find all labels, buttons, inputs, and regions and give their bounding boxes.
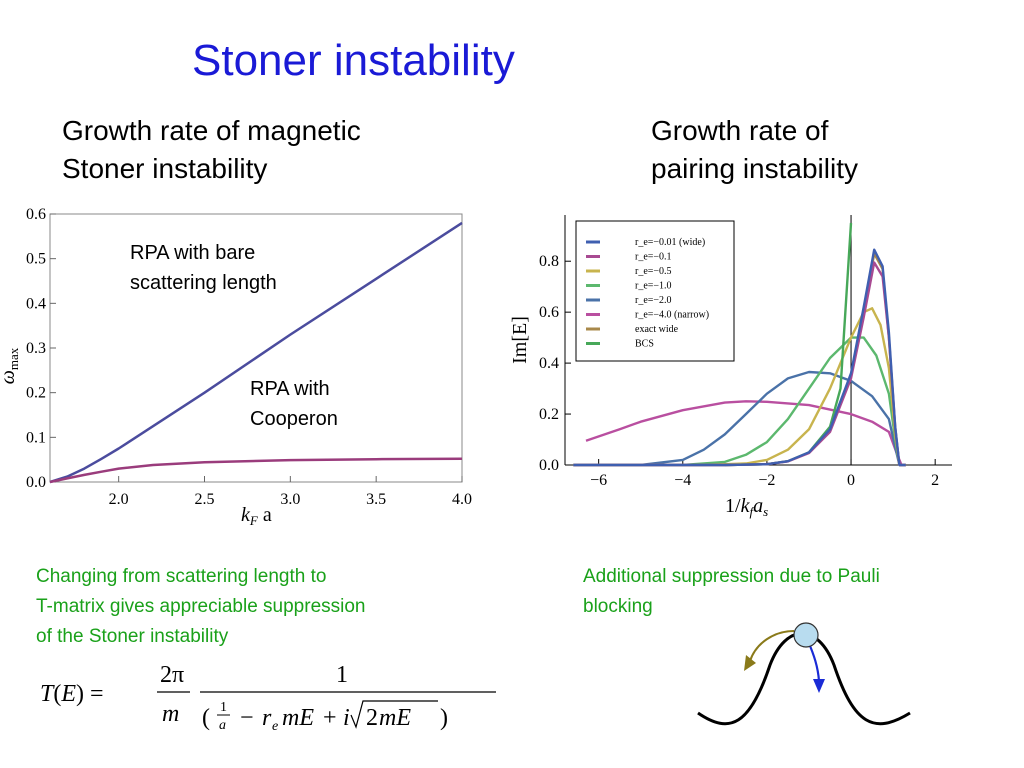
right-y-tick-label: 0.0 — [539, 457, 559, 474]
legend-label-6: exact wide — [635, 324, 679, 335]
right-y-ticks: 0.0 0.2 0.4 0.6 0.8 — [539, 253, 571, 474]
legend-label-3: r_e=−1.0 — [635, 281, 672, 292]
left-y-tick-label: 0.5 — [26, 251, 46, 268]
legend-label-7: BCS — [635, 339, 654, 350]
legend-box — [575, 220, 735, 362]
particle-ball — [793, 622, 819, 648]
right-y-tick-label: 0.6 — [539, 304, 559, 321]
svg-text:r: r — [262, 705, 272, 731]
left-x-tick-label: 3.5 — [366, 491, 386, 508]
left-y-tick-label: 0.3 — [26, 340, 46, 357]
left-x-tick-label: 4.0 — [452, 491, 472, 508]
svg-text:mE: mE — [379, 705, 411, 731]
left-caption: Changing from scattering length to T-mat… — [36, 562, 506, 652]
left-plot-frame — [49, 213, 463, 483]
right-y-tick-label: 0.2 — [539, 406, 559, 423]
pauli-blocking-diagram — [697, 622, 911, 726]
left-y-axis-title: ωmax — [0, 347, 21, 384]
down-arrow-head — [813, 679, 825, 693]
left-chart-heading: Growth rate of magnetic Stoner instabili… — [62, 112, 482, 188]
right-chart-heading: Growth rate of pairing instability — [651, 112, 971, 188]
pairing-growth-chart: 0.0 0.2 0.4 0.6 0.8 −6 −4 −2 0 2 r_e=−0.01 (wide… — [509, 215, 952, 519]
right-series-line-4 — [573, 370, 906, 467]
left-y-tick-label: 0.1 — [26, 429, 46, 446]
left-series-group — [49, 221, 463, 484]
left-y-tick-label: 0.2 — [26, 385, 46, 402]
legend-entries: r_e=−0.01 (wide) r_e=−0.1 r_e=−0.5 r_e=−1.0… — [586, 237, 709, 350]
right-x-tick-label: 2 — [931, 472, 939, 489]
annotation-rpa-bare-line-2: scattering length — [130, 272, 277, 294]
svg-text:a: a — [219, 718, 226, 733]
legend-label-1: r_e=−0.1 — [635, 252, 672, 263]
left-caption-line-3: of the Stoner instability — [36, 626, 229, 647]
formula-lhs: T(E) = — [40, 681, 104, 707]
right-legend: r_e=−0.01 (wide) r_e=−0.1 r_e=−0.5 r_e=−1.0… — [575, 220, 735, 362]
left-y-tick-label: 0.6 — [26, 206, 46, 223]
left-caption-line-2: T-matrix gives appreciable suppression — [36, 596, 366, 617]
right-caption-line-1: Additional suppression due to Pauli — [583, 566, 880, 587]
left-arrow-head — [744, 655, 756, 671]
right-heading-line-2: pairing instability — [651, 153, 858, 184]
legend-label-0: r_e=−0.01 (wide) — [635, 237, 705, 248]
annotation-rpa-cooperon-line-2: Cooperon — [250, 408, 338, 430]
left-heading-line-1: Growth rate of magnetic — [62, 115, 361, 146]
t-matrix-formula: T(E) = 2π m 1 ( 1 a − r e mE + i 2 mE ) — [40, 662, 496, 734]
legend-label-2: r_e=−0.5 — [635, 266, 672, 277]
left-y-tick-label: 0.0 — [26, 474, 46, 491]
right-caption: Additional suppression due to Pauli bloc… — [583, 562, 1003, 622]
formula-denominator: ( 1 a − r e mE + i 2 mE ) — [202, 700, 448, 734]
formula-numerator: 1 — [336, 662, 348, 688]
right-x-tick-label: −4 — [674, 472, 691, 489]
right-y-tick-label: 0.4 — [539, 355, 559, 372]
stoner-growth-chart: 0.0 0.1 0.2 0.3 0.4 0.5 0.6 2.0 2.5 3.0 3.5 4.0 kF… — [0, 206, 472, 528]
right-y-tick-label: 0.8 — [539, 253, 559, 270]
svg-text:1: 1 — [220, 700, 227, 715]
left-x-axis-title: kF a — [241, 504, 272, 528]
left-plot-border — [49, 213, 463, 483]
right-series-line-5 — [585, 400, 903, 466]
right-y-axis-title: Im[E] — [509, 316, 531, 364]
left-series-line-1 — [49, 457, 463, 484]
formula-prefactor-denominator: m — [162, 701, 179, 727]
annotation-rpa-cooperon-line-1: RPA with — [250, 378, 330, 400]
left-x-tick-label: 2.0 — [109, 491, 129, 508]
right-x-tick-label: −6 — [590, 472, 607, 489]
right-heading-line-1: Growth rate of — [651, 115, 829, 146]
left-heading-line-2: Stoner instability — [62, 153, 268, 184]
left-x-ticks: 2.0 2.5 3.0 3.5 4.0 — [109, 476, 472, 508]
legend-label-5: r_e=−4.0 (narrow) — [635, 310, 709, 321]
formula-prefactor-numerator: 2π — [160, 662, 184, 688]
left-arrow-path — [749, 630, 795, 662]
left-caption-line-1: Changing from scattering length to — [36, 566, 327, 587]
left-series-line-0 — [49, 221, 463, 484]
svg-text:2: 2 — [366, 705, 378, 731]
right-x-axis-title: 1/kfas — [725, 495, 768, 519]
svg-text:+: + — [323, 705, 337, 731]
slide-title: Stoner instability — [192, 36, 515, 85]
svg-text:i: i — [343, 705, 350, 731]
left-y-tick-label: 0.4 — [26, 295, 46, 312]
right-caption-line-2: blocking — [583, 596, 653, 617]
svg-text:(: ( — [202, 705, 210, 731]
svg-text:mE: mE — [282, 705, 314, 731]
right-x-tick-label: 0 — [847, 472, 855, 489]
left-x-tick-label: 2.5 — [195, 491, 215, 508]
legend-label-4: r_e=−2.0 — [635, 295, 672, 306]
right-series-group — [573, 222, 906, 467]
right-x-tick-label: −2 — [758, 472, 775, 489]
svg-text:−: − — [240, 705, 254, 731]
left-x-tick-label: 3.0 — [280, 491, 300, 508]
svg-text:): ) — [440, 705, 448, 731]
svg-text:e: e — [272, 719, 278, 734]
annotation-rpa-bare-line-1: RPA with bare — [130, 242, 255, 264]
right-series-line-0 — [573, 248, 906, 467]
left-y-ticks: 0.0 0.1 0.2 0.3 0.4 0.5 0.6 — [26, 206, 56, 491]
